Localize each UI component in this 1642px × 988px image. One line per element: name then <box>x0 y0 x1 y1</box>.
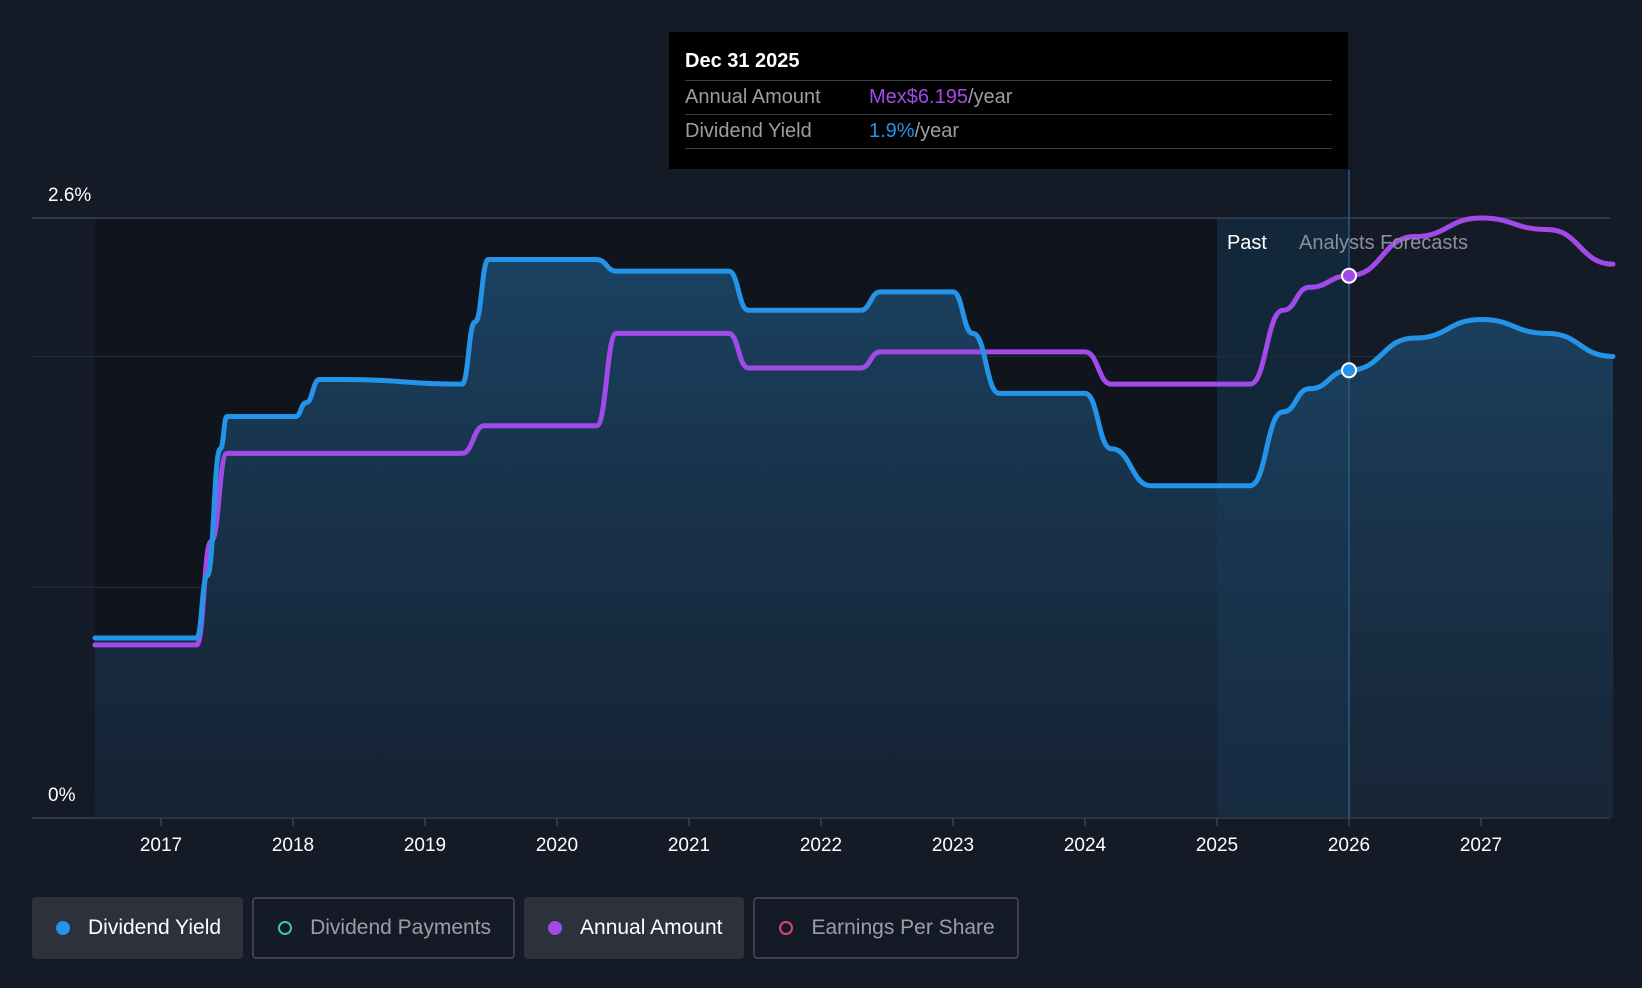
annual-amount-line <box>92 215 1616 648</box>
legend-earnings-per-share[interactable]: Earnings Per Share <box>753 897 1019 959</box>
x-tick-label: 2026 <box>1328 835 1370 856</box>
legend-annual-amount[interactable]: Annual Amount <box>524 897 745 959</box>
legend-label: Dividend Payments <box>310 916 492 939</box>
legend-dividend-payments[interactable]: Dividend Payments <box>252 897 516 959</box>
x-tick-label: 2017 <box>140 835 182 856</box>
x-tick-label: 2018 <box>272 835 314 856</box>
tooltip-label: Dividend Yield <box>685 120 812 142</box>
legend-label: Annual Amount <box>580 916 723 939</box>
legend-dividend-yield[interactable]: Dividend Yield <box>32 897 244 959</box>
tooltip: Dec 31 2025 Annual Amount Mex$6.195 /yea… <box>669 32 1348 169</box>
x-tick-label: 2021 <box>668 835 710 856</box>
hollow-dot-icon <box>278 921 293 935</box>
x-axis-ticks: 2017 2018 2019 2020 2021 2022 2023 2024 2025 2026… <box>140 818 1502 856</box>
hollow-dot-icon <box>779 921 794 935</box>
tooltip-row-annual-amount: Annual Amount Mex$6.195 /year <box>685 81 1332 115</box>
x-tick-label: 2024 <box>1064 835 1107 856</box>
legend: Dividend Yield Dividend Payments Annual … <box>32 897 1028 959</box>
x-tick-label: 2022 <box>800 835 842 856</box>
y-tick-bottom: 0% <box>48 785 76 806</box>
dividend-yield-line <box>92 257 1616 641</box>
x-tick-label: 2020 <box>536 835 578 856</box>
tooltip-row-dividend-yield: Dividend Yield 1.9% /year <box>685 115 1332 149</box>
x-tick-label: 2025 <box>1196 835 1238 856</box>
dividend-chart: 2.6% 0% 2017 2018 2019 2020 2021 2022 2023 2024… <box>32 170 1616 856</box>
tooltip-value: Mex$6.195 <box>869 86 968 108</box>
past-label: Past <box>1227 232 1267 254</box>
tooltip-label: Annual Amount <box>685 86 821 108</box>
legend-label: Dividend Yield <box>88 916 222 939</box>
dividend-yield-area <box>95 259 1613 818</box>
filled-dot-icon <box>548 921 563 935</box>
tooltip-date: Dec 31 2025 <box>685 46 1332 81</box>
annual-amount-marker <box>1341 267 1357 284</box>
forecast-label: Analysts Forecasts <box>1299 232 1468 254</box>
tooltip-unit: /year <box>967 86 1013 108</box>
y-tick-top: 2.6% <box>48 185 91 206</box>
legend-label: Earnings Per Share <box>811 916 995 939</box>
x-tick-label: 2019 <box>404 835 446 856</box>
tooltip-unit: /year <box>914 120 960 142</box>
filled-dot-icon <box>56 921 70 935</box>
dividend-yield-marker <box>1341 362 1357 379</box>
x-tick-label: 2027 <box>1460 835 1502 856</box>
x-tick-label: 2023 <box>932 835 974 856</box>
tooltip-value: 1.9% <box>869 120 915 142</box>
